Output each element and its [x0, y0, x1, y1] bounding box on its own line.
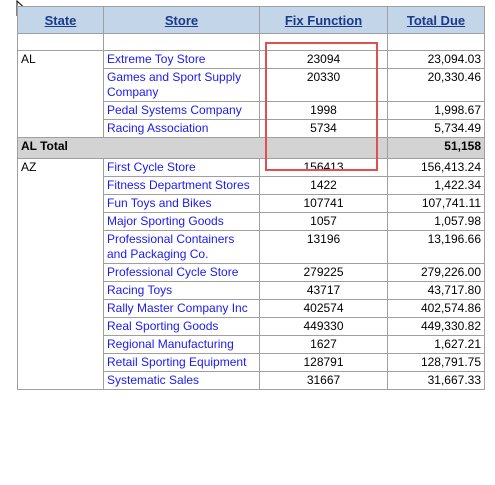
fix-function-cell: 1998: [259, 101, 388, 120]
table-row: AZ First Cycle Store 156413 156,413.24: [17, 158, 485, 390]
total-due-cell: 1,998.67: [387, 101, 485, 120]
fix-function-cell: 5734: [259, 119, 388, 138]
store-cell: Extreme Toy Store: [103, 50, 260, 69]
total-due-cell: 128,791.75: [387, 353, 485, 372]
total-due-column-header[interactable]: Total Due: [387, 6, 485, 34]
group-total-value: 51,158: [387, 137, 485, 159]
store-cell: Professional Cycle Store: [103, 263, 260, 282]
store-cell: Racing Association: [103, 119, 260, 138]
store-link[interactable]: Racing Toys: [107, 283, 173, 297]
spacer-cell: [387, 33, 485, 51]
report-table: State Store Fix Function Total Due AL Ext…: [17, 6, 485, 390]
table-row: Professional Cycle Store 279225 279,226.00: [18, 263, 485, 282]
store-column-header[interactable]: Store: [103, 6, 260, 34]
store-link[interactable]: Extreme Toy Store: [107, 52, 206, 66]
total-due-cell: 5,734.49: [387, 119, 485, 138]
store-link[interactable]: Professional Containers and Packaging Co…: [107, 232, 235, 261]
total-due-cell: 13,196.66: [387, 230, 485, 264]
total-due-cell: 402,574.86: [387, 299, 485, 318]
total-due-cell: 1,627.21: [387, 335, 485, 354]
state-cell: AL: [17, 50, 104, 138]
store-link[interactable]: Pedal Systems Company: [107, 103, 242, 117]
group-total-label: AL Total: [17, 137, 388, 159]
table-row: Racing Toys 43717 43,717.80: [18, 281, 485, 300]
store-cell: Racing Toys: [103, 281, 260, 300]
store-link[interactable]: Retail Sporting Equipment: [107, 355, 247, 369]
store-link[interactable]: Racing Association: [107, 121, 209, 135]
total-due-cell: 1,422.34: [387, 176, 485, 195]
store-link[interactable]: First Cycle Store: [107, 160, 196, 174]
table-row: Systematic Sales 31667 31,667.33: [18, 371, 485, 390]
store-cell: First Cycle Store: [103, 158, 260, 177]
table-row: Professional Containers and Packaging Co…: [18, 230, 485, 264]
total-due-cell: 1,057.98: [387, 212, 485, 231]
store-cell: Fitness Department Stores: [103, 176, 260, 195]
store-cell: Real Sporting Goods: [103, 317, 260, 336]
store-cell: Professional Containers and Packaging Co…: [103, 230, 260, 264]
fix-function-cell: 449330: [259, 317, 388, 336]
total-due-cell: 156,413.24: [387, 158, 485, 177]
total-due-cell: 279,226.00: [387, 263, 485, 282]
total-due-cell: 31,667.33: [387, 371, 485, 390]
store-cell: Regional Manufacturing: [103, 335, 260, 354]
store-link[interactable]: Professional Cycle Store: [107, 265, 239, 279]
report-body: AL Extreme Toy Store 23094 23,094.03 Games a…: [17, 33, 485, 390]
fix-function-cell: 1422: [259, 176, 388, 195]
total-due-cell: 107,741.11: [387, 194, 485, 213]
store-cell: Games and Sport Supply Company: [103, 68, 260, 102]
table-row: Pedal Systems Company 1998 1,998.67: [18, 101, 485, 120]
total-due-cell: 20,330.46: [387, 68, 485, 102]
store-cell: Systematic Sales: [103, 371, 260, 390]
table-row: Rally Master Company Inc 402574 402,574.86: [18, 299, 485, 318]
store-cell: Pedal Systems Company: [103, 101, 260, 120]
fix-function-cell: 43717: [259, 281, 388, 300]
fix-function-cell: 1627: [259, 335, 388, 354]
total-due-cell: 449,330.82: [387, 317, 485, 336]
state-column-header[interactable]: State: [17, 6, 104, 34]
group-total-row: AL Total 51,158: [17, 137, 485, 159]
spacer-row: [17, 33, 485, 51]
fix-function-cell: 128791: [259, 353, 388, 372]
fix-function-cell: 107741: [259, 194, 388, 213]
fix-function-cell: 1057: [259, 212, 388, 231]
fix-function-cell: 20330: [259, 68, 388, 102]
table-row: Fitness Department Stores 1422 1,422.34: [18, 176, 485, 195]
total-due-cell: 23,094.03: [387, 50, 485, 69]
header-row: State Store Fix Function Total Due: [17, 6, 485, 34]
store-link[interactable]: Games and Sport Supply Company: [107, 70, 242, 99]
fix-function-cell: 156413: [259, 158, 388, 177]
total-due-cell: 43,717.80: [387, 281, 485, 300]
fix-function-cell: 23094: [259, 50, 388, 69]
fix-function-cell: 13196: [259, 230, 388, 264]
store-link[interactable]: Rally Master Company Inc: [107, 301, 248, 315]
spacer-cell: [17, 33, 104, 51]
state-cell: AZ: [17, 158, 104, 390]
fix-function-cell: 402574: [259, 299, 388, 318]
spacer-cell: [259, 33, 388, 51]
store-cell: Rally Master Company Inc: [103, 299, 260, 318]
spacer-cell: [103, 33, 260, 51]
fix-function-column-header[interactable]: Fix Function: [259, 6, 388, 34]
store-cell: Fun Toys and Bikes: [103, 194, 260, 213]
store-cell: Retail Sporting Equipment: [103, 353, 260, 372]
store-link[interactable]: Fun Toys and Bikes: [107, 196, 212, 210]
store-link[interactable]: Systematic Sales: [107, 373, 200, 387]
table-row: Games and Sport Supply Company 20330 20,33…: [18, 68, 485, 102]
store-link[interactable]: Real Sporting Goods: [107, 319, 219, 333]
store-link[interactable]: Regional Manufacturing: [107, 337, 234, 351]
table-row: AL Extreme Toy Store 23094 23,094.03: [17, 50, 485, 138]
fix-function-cell: 31667: [259, 371, 388, 390]
store-link[interactable]: Major Sporting Goods: [107, 214, 224, 228]
fix-function-cell: 279225: [259, 263, 388, 282]
store-cell: Major Sporting Goods: [103, 212, 260, 231]
store-link[interactable]: Fitness Department Stores: [107, 178, 250, 192]
table-row: Regional Manufacturing 1627 1,627.21: [18, 335, 485, 354]
